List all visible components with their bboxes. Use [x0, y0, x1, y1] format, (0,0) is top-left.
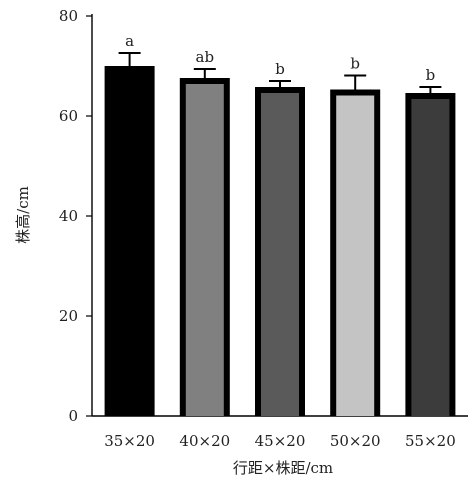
y-tick-label: 40: [59, 207, 78, 225]
bar: [411, 99, 450, 416]
significance-label: b: [350, 55, 360, 73]
bar: [261, 93, 299, 416]
x-tick-label: 40×20: [179, 432, 230, 450]
x-axis: 35×20 40×20 45×20 50×20 55×20: [92, 415, 468, 450]
significance-label: b: [275, 60, 285, 78]
x-tick-label: 55×20: [405, 432, 456, 450]
bars: a ab b b b: [104, 32, 456, 416]
significance-label: ab: [196, 48, 215, 66]
x-tick-label: 45×20: [255, 432, 306, 450]
x-axis-label: 行距×株距/cm: [233, 459, 333, 477]
x-tick-label: 50×20: [330, 432, 381, 450]
bar: [110, 72, 149, 416]
y-axis-label: 株高/cm: [14, 186, 32, 244]
y-tick-label: 60: [59, 107, 78, 125]
bar: [336, 95, 375, 416]
y-axis: 0 20 40 60 80: [59, 7, 93, 425]
bar: [185, 84, 224, 416]
significance-label: a: [125, 32, 134, 50]
y-tick-label: 20: [59, 307, 78, 325]
significance-label: b: [426, 66, 436, 84]
y-tick-label: 0: [68, 407, 78, 425]
y-tick-label: 80: [59, 7, 78, 25]
x-tick-label: 35×20: [104, 432, 155, 450]
